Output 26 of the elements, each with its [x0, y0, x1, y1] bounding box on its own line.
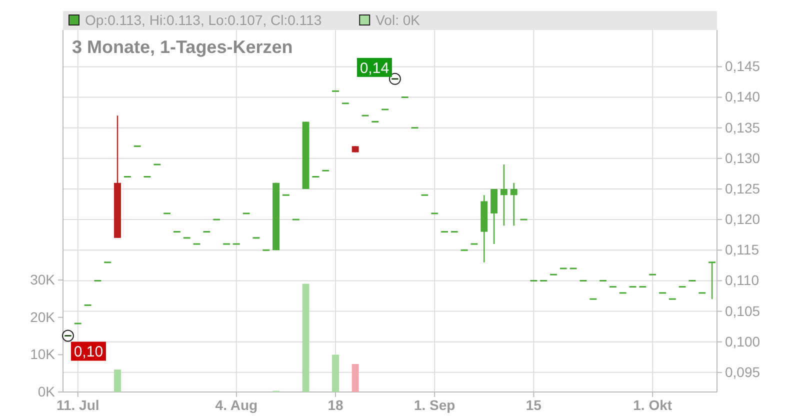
y-tick-label: 0,140: [725, 88, 760, 105]
y2-tick-label: 0K: [38, 383, 56, 400]
y-tick-label: 0,100: [725, 333, 760, 350]
x-tick-label: 1. Okt: [633, 396, 672, 413]
x-tick-label: 1. Sep: [414, 396, 456, 413]
legend-label: Op:0.113, Hi:0.113, Lo:0.107, Cl:0.113: [85, 12, 322, 28]
x-tick-label: 11. Jul: [56, 396, 100, 413]
x-tick-label: 15: [526, 396, 542, 413]
y-tick-label: 0,120: [725, 211, 760, 228]
y-tick-label: 0,105: [725, 302, 760, 319]
y-tick-label: 0,145: [725, 58, 760, 74]
y2-tick-label: 20K: [30, 308, 56, 325]
x-tick-label: 4. Aug: [215, 396, 258, 413]
y-tick-label: 0,125: [725, 180, 760, 196]
legend-label: Vol: 0K: [376, 12, 421, 28]
chart-title: 3 Monate, 1-Tages-Kerzen: [72, 37, 293, 57]
y-tick-label: 0,135: [725, 119, 760, 136]
y-tick-label: 0,115: [725, 242, 760, 258]
x-tick-label: 18: [328, 396, 344, 413]
y2-tick-label: 10K: [30, 346, 56, 362]
y-tick-label: 0,110: [725, 272, 760, 288]
annotation: 0,10: [74, 344, 104, 361]
y2-tick-label: 30K: [30, 272, 56, 288]
annotation: 0,14: [360, 60, 390, 77]
y-tick-label: 0,095: [725, 364, 760, 380]
y-tick-label: 0,130: [725, 150, 760, 166]
